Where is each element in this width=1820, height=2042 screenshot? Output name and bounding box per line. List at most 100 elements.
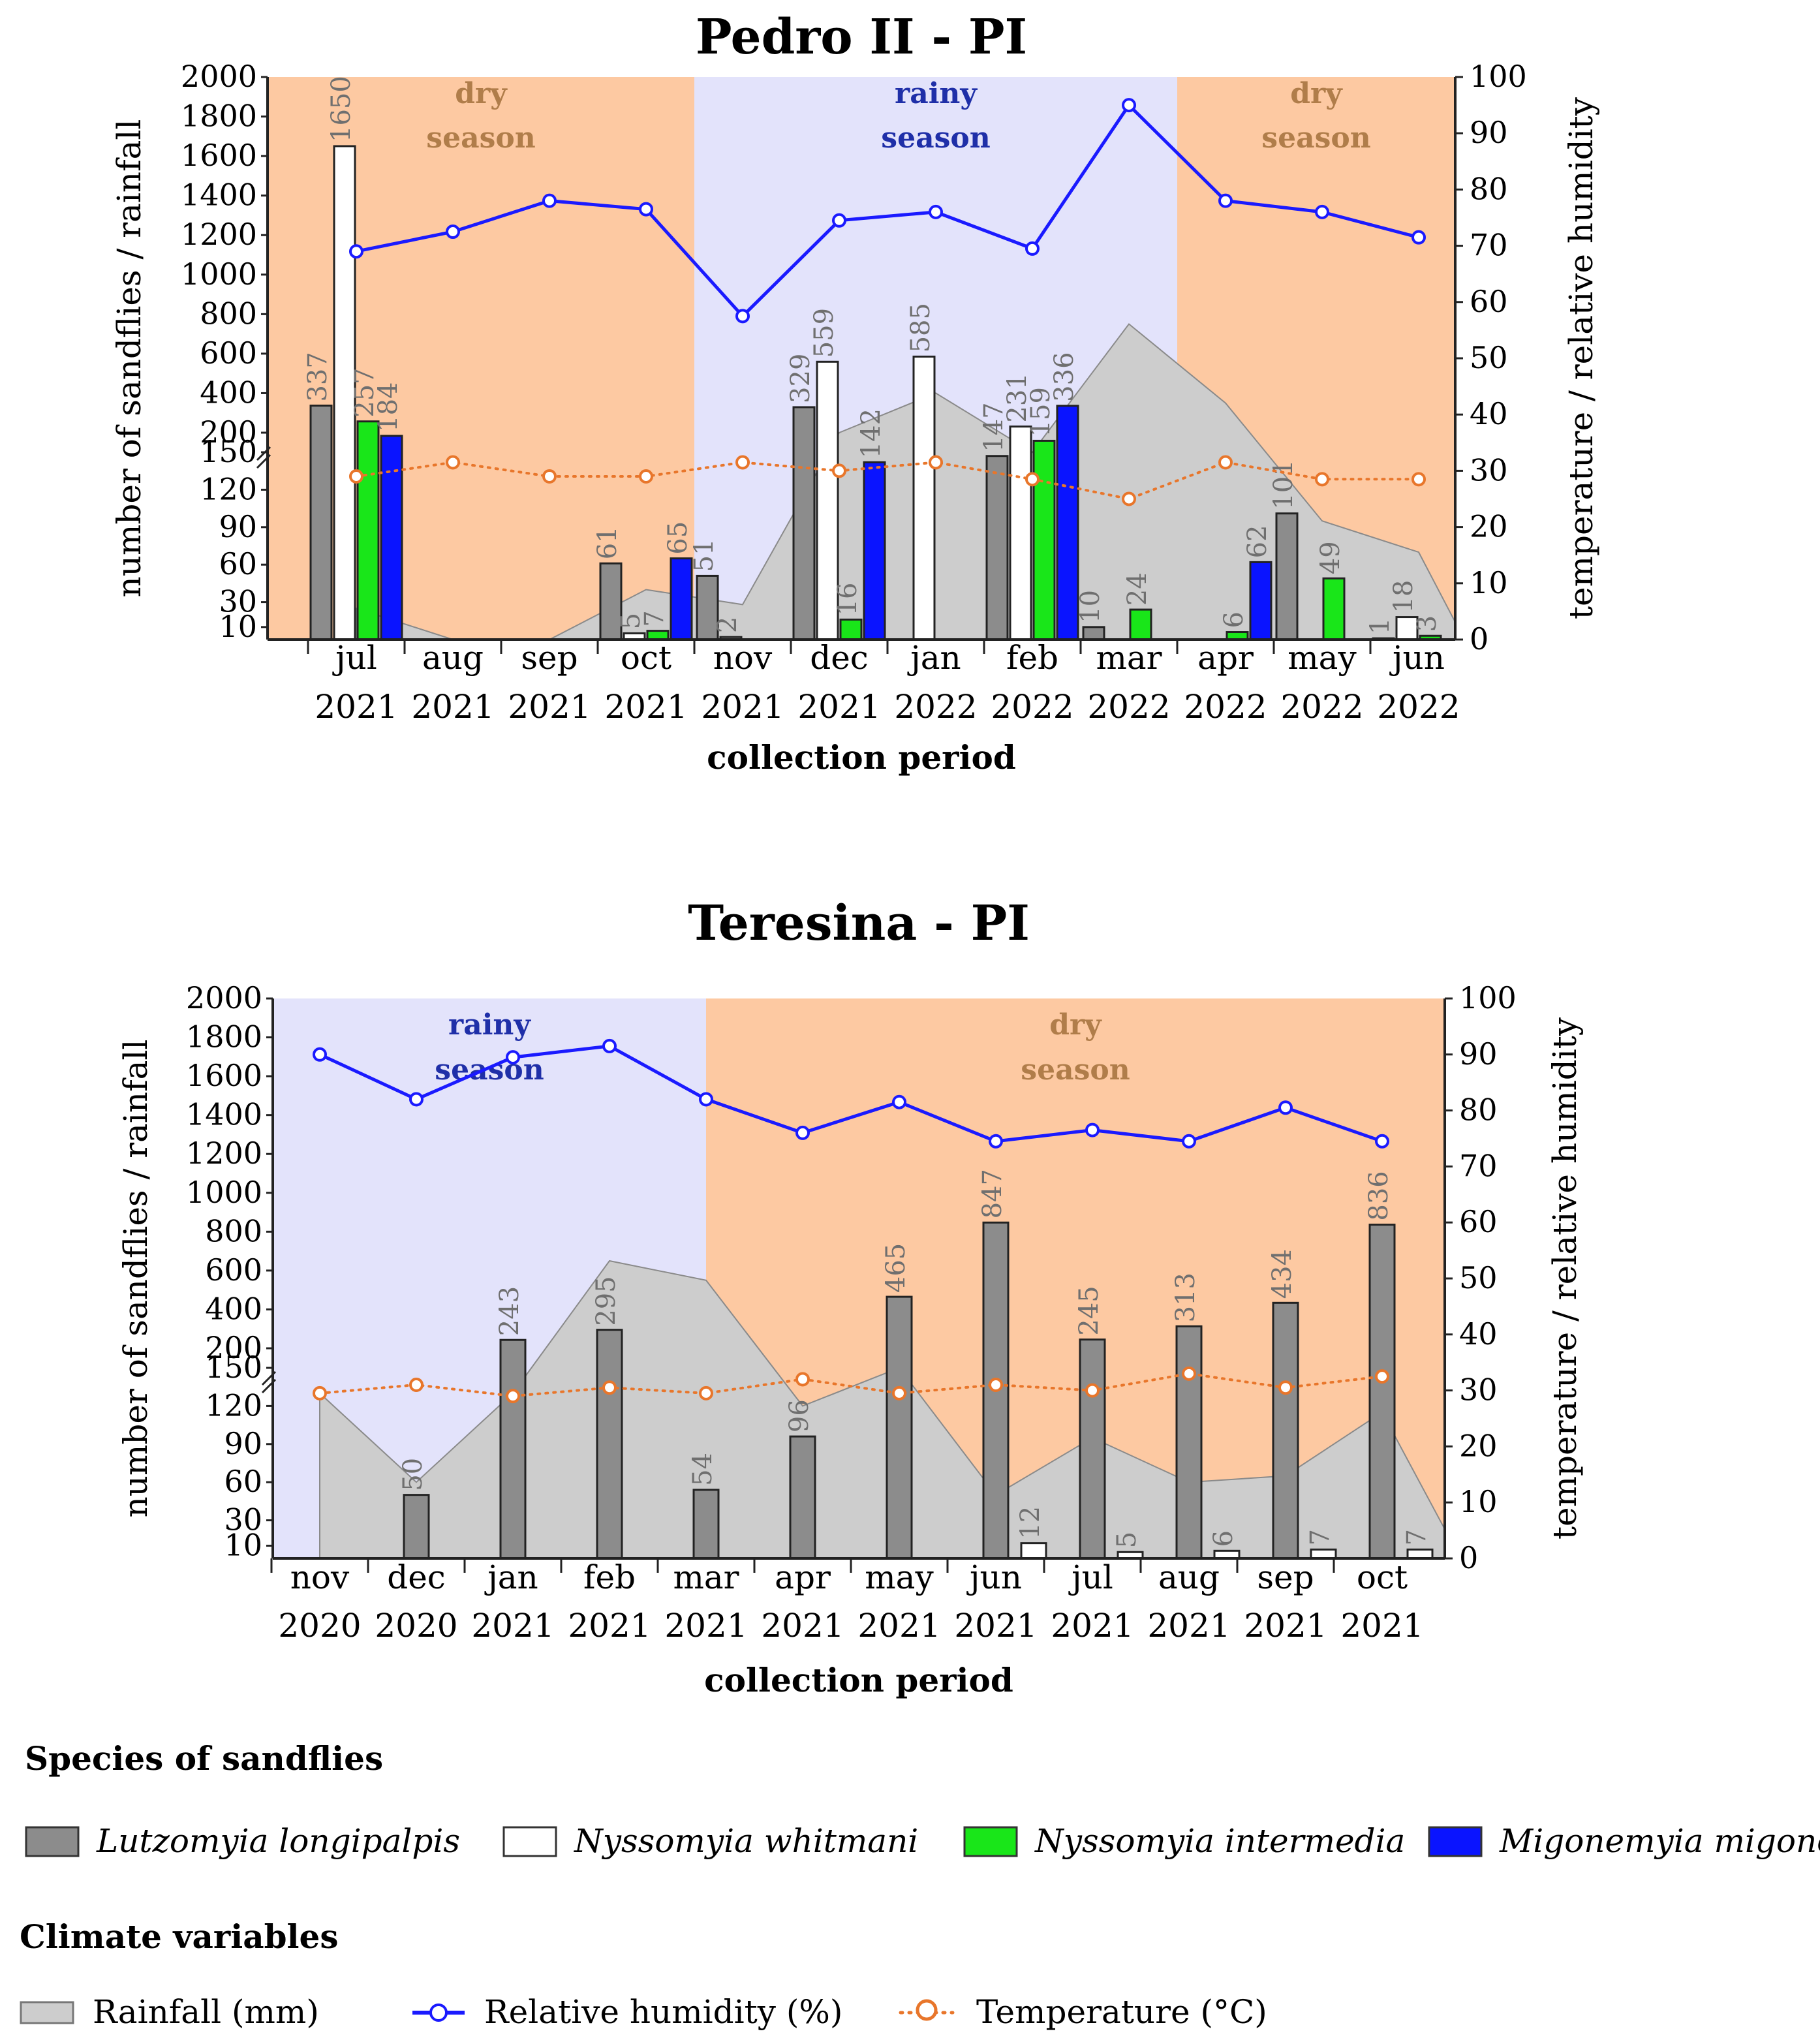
temperature-point bbox=[929, 455, 943, 470]
x-month-label: dec bbox=[387, 1558, 446, 1596]
humidity-point bbox=[1085, 1122, 1100, 1137]
bar-value-label: 6 bbox=[1219, 611, 1249, 628]
y-right-tick-label: 50 bbox=[1459, 1260, 1498, 1295]
x-month-label: feb bbox=[1006, 639, 1058, 677]
y-right-tick-label: 80 bbox=[1459, 1092, 1498, 1128]
y-left-tick-label: 1600 bbox=[181, 138, 257, 173]
bar-migonei bbox=[863, 461, 886, 641]
humidity-point bbox=[699, 1092, 713, 1107]
bar-migonei bbox=[380, 435, 403, 641]
bar-intermedia bbox=[646, 630, 670, 641]
humidity-point bbox=[313, 1047, 327, 1062]
x-month-label: nov bbox=[713, 639, 773, 677]
temperature-point bbox=[1025, 472, 1040, 487]
bar-value-label: 559 bbox=[809, 308, 839, 358]
bar-value-label: 6 bbox=[1209, 1530, 1239, 1547]
x-year-label: 2022 bbox=[894, 688, 977, 726]
temperature-point bbox=[349, 469, 363, 484]
y-left-tick-label: 1200 bbox=[181, 217, 257, 252]
x-month-label: aug bbox=[1158, 1558, 1220, 1596]
temperature-point bbox=[313, 1385, 327, 1400]
humidity-point bbox=[1278, 1100, 1293, 1115]
temperature-point bbox=[1375, 1369, 1389, 1384]
x-year-label: 2021 bbox=[471, 1607, 554, 1645]
y-left-tick-label: 90 bbox=[224, 1426, 262, 1461]
bar-lutzomyia bbox=[789, 1435, 816, 1560]
x-year-label: 2021 bbox=[1147, 1607, 1230, 1645]
x-month-label: jul bbox=[332, 639, 377, 677]
bar-value-label: 7 bbox=[640, 610, 670, 627]
bar-lutzomyia bbox=[596, 1329, 623, 1560]
x-month-label: jul bbox=[1068, 1558, 1113, 1596]
bar-value-label: 231 bbox=[1002, 373, 1032, 422]
season-label: season bbox=[1021, 1053, 1130, 1087]
temperature-point bbox=[699, 1385, 713, 1400]
bar-value-label: 243 bbox=[495, 1286, 525, 1336]
temperature-point bbox=[506, 1389, 520, 1404]
humidity-point bbox=[349, 244, 363, 259]
bar-value-label: 7 bbox=[1305, 1529, 1335, 1545]
x-year-label: 2022 bbox=[1087, 688, 1170, 726]
bar-value-label: 54 bbox=[688, 1453, 718, 1486]
x-year-label: 2021 bbox=[411, 688, 494, 726]
axis-break-mark bbox=[256, 454, 271, 469]
bar-lutzomyia bbox=[599, 562, 623, 641]
humidity-point bbox=[602, 1038, 617, 1053]
bar-value-label: 5 bbox=[1112, 1532, 1142, 1548]
x-month-label: may bbox=[1288, 639, 1357, 677]
temperature-point bbox=[892, 1385, 906, 1400]
bar-value-label: 585 bbox=[906, 303, 936, 352]
bar-lutzomyia bbox=[886, 1295, 913, 1560]
y-left-tick-label: 10 bbox=[219, 609, 257, 644]
y-axis-left-label: number of sandflies / rainfall bbox=[110, 119, 148, 598]
temperature-point bbox=[1315, 472, 1329, 487]
bar-value-label: 159 bbox=[1026, 387, 1056, 437]
x-month-label: jun bbox=[1389, 639, 1445, 677]
y-left-tick-label: 30 bbox=[224, 1502, 262, 1538]
humidity-point bbox=[1315, 204, 1329, 219]
season-label: dry bbox=[455, 77, 508, 110]
bar-lutzomyia bbox=[1272, 1301, 1299, 1560]
humidity-line bbox=[356, 102, 1419, 319]
y-right-tick-label: 100 bbox=[1459, 980, 1517, 1015]
humidity-point bbox=[446, 224, 460, 240]
legend-species-title: Species of sandflies bbox=[25, 1739, 383, 1778]
y-left-tick-label: 90 bbox=[219, 509, 257, 544]
humidity-point bbox=[735, 309, 750, 324]
x-year-label: 2021 bbox=[857, 1607, 940, 1645]
bar-migonei bbox=[670, 557, 693, 641]
temperature-point bbox=[446, 455, 460, 470]
x-month-label: oct bbox=[621, 639, 671, 677]
y-left-tick-label: 120 bbox=[200, 471, 257, 506]
bar-value-label: 16 bbox=[833, 582, 863, 615]
season-label: dry bbox=[1049, 1008, 1102, 1042]
x-month-label: sep bbox=[521, 639, 578, 677]
x-year-label: 2021 bbox=[954, 1607, 1037, 1645]
legend: Species of sandflies Lutzomyia longipalp… bbox=[20, 1739, 1820, 2031]
bar-lutzomyia bbox=[1082, 626, 1105, 641]
bar-value-label: 257 bbox=[350, 367, 380, 417]
y-left-tick-label: 1400 bbox=[181, 178, 257, 213]
x-year-label: 2021 bbox=[1340, 1607, 1423, 1645]
chart-pedro-ii: Pedro II - PI dry season rainy season dry seas… bbox=[110, 9, 1600, 777]
x-month-label: jun bbox=[966, 1558, 1022, 1596]
y-right-tick-label: 90 bbox=[1459, 1036, 1498, 1072]
bar-lutzomyia bbox=[1079, 1338, 1106, 1560]
temperature-point bbox=[542, 469, 557, 484]
x-year-label: 2021 bbox=[701, 688, 784, 726]
y-right-tick-label: 40 bbox=[1459, 1316, 1498, 1352]
bar-intermedia bbox=[1129, 608, 1152, 641]
y-right-tick-label: 20 bbox=[1470, 509, 1508, 544]
legend-whitmani-label: Nyssomyia whitmani bbox=[574, 1822, 918, 1860]
season-label: season bbox=[881, 121, 990, 155]
chart-title: Teresina - PI bbox=[688, 895, 1030, 951]
bar-value-label: 329 bbox=[786, 354, 816, 403]
x-year-label: 2021 bbox=[568, 1607, 651, 1645]
humidity-point bbox=[506, 1050, 520, 1065]
y-right-tick-label: 80 bbox=[1470, 171, 1508, 206]
bar-lutzomyia bbox=[499, 1338, 527, 1560]
x-month-label: jan bbox=[484, 1558, 538, 1596]
y-left-tick-label: 1800 bbox=[181, 99, 257, 134]
bar-whitmani bbox=[1009, 425, 1032, 641]
